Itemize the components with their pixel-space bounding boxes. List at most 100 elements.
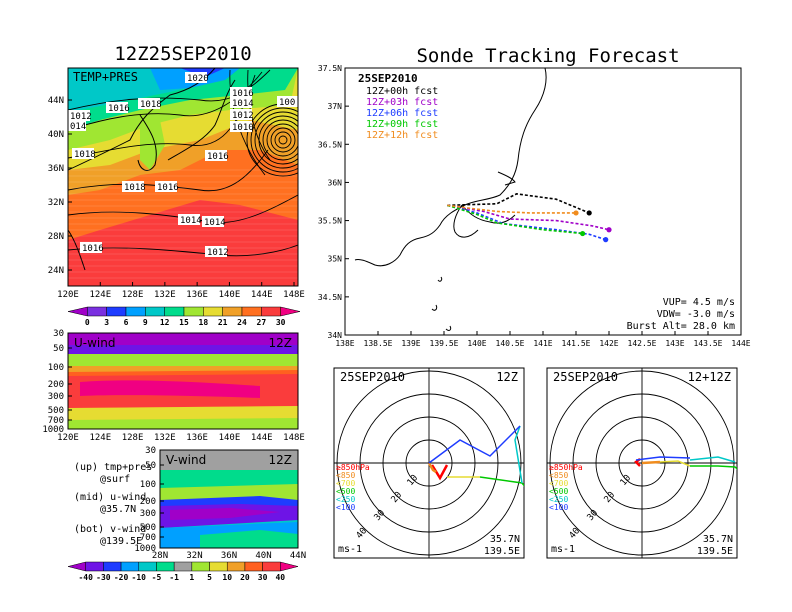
colorbar-swatch [85,561,104,572]
colorbar-swatch [209,561,228,572]
colorbar-label: 30 [276,318,286,327]
lon-tick-label: 140.5E [496,339,525,348]
track-endpoint [573,210,579,216]
pres-tick-label: 1000 [42,425,64,435]
hodo-legend-item: <250 [336,495,355,504]
lat-tick-label: 44N [290,551,306,561]
hodo-legend-item: <100 [336,503,355,512]
colorbar-swatch [183,306,204,317]
lon-tick-label: 132E [154,290,176,300]
lat-tick-label: 36N [221,551,237,561]
isobar-label: 1018 [74,150,96,160]
lon-tick-label: 120E [57,290,79,300]
lat-tick-label: 37N [328,102,343,111]
colorbar-label: -1 [169,573,179,582]
isobar-label: 1012 [70,112,92,122]
track-endpoint [606,227,612,233]
colorbar-swatch [145,306,165,317]
pres-tick-label: 30 [53,329,64,339]
colorbar-swatch [191,561,210,572]
lat-tick-label: 28N [48,232,64,242]
track-legend-item: 12Z+09h fcst [366,119,438,130]
lat-tick-label: 34.5N [318,293,342,302]
lon-tick-label: 120E [57,433,79,443]
colorbar-swatch [103,561,122,572]
pres-tick-label: 300 [48,392,64,402]
lon-tick-label: 128E [122,433,144,443]
pres-tick-label: 700 [48,416,64,426]
hodo-legend-item: ≥850hPa [336,463,370,472]
isobar-label: 014 [70,122,86,132]
lon-tick-label: 148E [283,290,305,300]
lat-tick-label: 32N [186,551,202,561]
hodo-right-lon: 139.5E [697,546,733,557]
colorbar-swatch [241,306,262,317]
colorbar-label: 0 [85,318,90,327]
pres-tick-label: 50 [145,461,156,471]
track-legend-item: 12Z+03h fcst [366,97,438,108]
pres-tick-label: 30 [145,446,156,456]
lon-tick-label: 141.5E [562,339,591,348]
lon-tick-label: 139.5E [430,339,459,348]
lon-tick-label: 136E [186,290,208,300]
track-legend-item: 12Z+12h fcst [366,130,438,141]
lon-tick-label: 138.5E [364,339,393,348]
map-panel-label: TEMP+PRES [73,70,138,84]
right-title: Sonde Tracking Forecast [416,45,679,67]
lon-tick-label: 144E [731,339,750,348]
isobar-label: 1014 [180,216,202,226]
colorbar-swatch [120,561,140,572]
pres-tick-label: 500 [140,523,156,533]
pres-tick-label: 1000 [134,544,156,554]
note-mid-line1: (mid) u-wind [74,492,146,503]
lon-tick-label: 143E [665,339,684,348]
note-mid-line2: @35.7N [100,504,136,515]
colorbar-label: 40 [275,573,285,582]
lat-tick-label: 36N [328,178,343,187]
isobar-label: 1016 [232,89,254,99]
isobar-label: 1018 [140,100,162,110]
colorbar-label: -5 [152,573,162,582]
lon-tick-label: 142.5E [628,339,657,348]
lat-tick-label: 35N [328,255,343,264]
lon-tick-label: 148E [283,433,305,443]
lon-tick-label: 144E [251,433,273,443]
colorbar-swatch [125,306,146,317]
pres-tick-label: 50 [53,344,64,354]
isobar-label: 1018 [124,183,146,193]
pres-tick-label: 500 [48,406,64,416]
param-vup: VUP= 4.5 m/s [663,297,735,308]
track-series-line [447,204,610,231]
track-endpoint [603,237,609,243]
note-up-line2: @surf [100,474,130,485]
colorbar-label: 27 [257,318,267,327]
isobar-label: 1016 [108,104,130,114]
isobar-label: 1014 [232,99,254,109]
temp-pres-map-panel: 1020 1016 1018 1012 014 1018 1018 1016 1… [48,67,305,300]
colorbar-swatch [222,306,243,317]
colorbar-swatch [280,306,301,317]
hodo-legend-item: <700 [336,479,355,488]
colorbar-label: 3 [104,318,109,327]
colorbar-label: 9 [143,318,148,327]
lon-tick-label: 140E [219,433,241,443]
lon-tick-label: 144E [251,290,273,300]
lat-tick-label: 24N [48,266,64,276]
isobar-label: 1016 [82,244,104,254]
lon-tick-label: 139E [401,339,420,348]
colorbar-label: -20 [114,573,129,582]
track-endpoint [580,230,586,237]
lon-tick-label: 124E [89,290,111,300]
hodo-legend-item: <250 [549,495,568,504]
track-series-line [447,204,583,235]
param-burst: Burst Alt= 28.0 km [627,321,735,332]
hodograph-right: 25SEP2010 12+12Z 10 20 30 40 ≥850hPa<850… [546,367,738,559]
track-legend-item: 12Z+06h fcst [366,108,438,119]
note-bot-line1: (bot) v-wind [74,524,146,535]
hodo-legend-item: <500 [336,487,355,496]
colorbar-swatch [203,306,223,317]
colorbar-swatch [280,561,299,572]
pres-tick-label: 100 [140,480,156,490]
